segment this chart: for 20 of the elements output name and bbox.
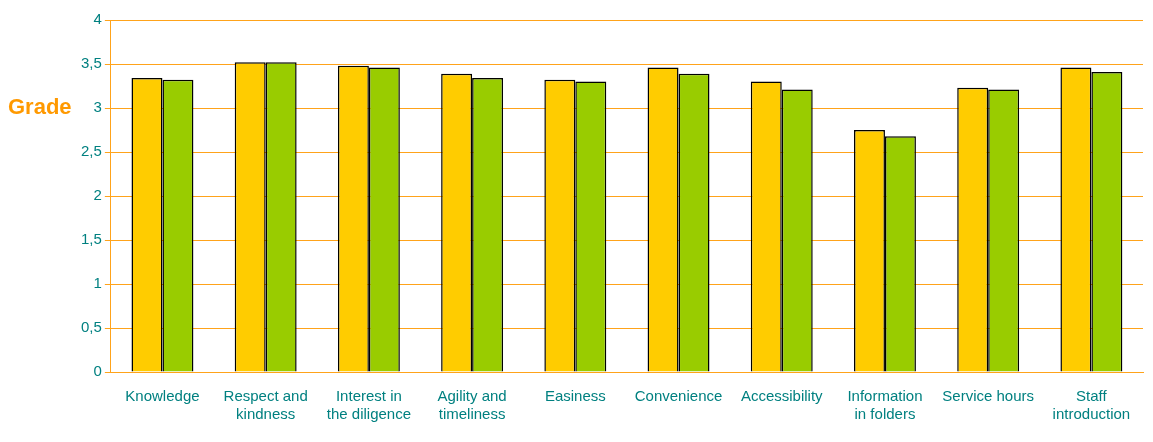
- y-tick-label: 0,5: [80, 318, 102, 336]
- x-tick-label: Respect and kindness: [223, 387, 308, 423]
- x-tick-label: Staff introduction: [1052, 387, 1131, 423]
- x-tick-label: Knowledge: [125, 387, 200, 405]
- x-tick-label: Service hours: [942, 387, 1035, 405]
- x-tick-label: Agility and timeliness: [437, 387, 507, 423]
- x-tick-label: Interest in the diligence: [326, 387, 412, 423]
- x-tick-label: Accessibility: [740, 387, 824, 405]
- x-tick-label: Convenience: [634, 387, 723, 405]
- y-tick-label: 3,5: [80, 54, 102, 72]
- x-tick-label: Easiness: [544, 387, 606, 405]
- y-tick-label: 2: [93, 186, 102, 204]
- x-tick-label: Information in folders: [847, 387, 923, 423]
- y-axis-title: Grade: [8, 94, 72, 120]
- y-tick-label: 1,5: [80, 230, 102, 248]
- y-tick-label: 4: [93, 10, 102, 28]
- y-tick-label: 0: [93, 362, 102, 380]
- y-tick-label: 1: [93, 274, 102, 292]
- y-tick-label: 2,5: [80, 142, 102, 160]
- y-tick-label: 3: [93, 98, 102, 116]
